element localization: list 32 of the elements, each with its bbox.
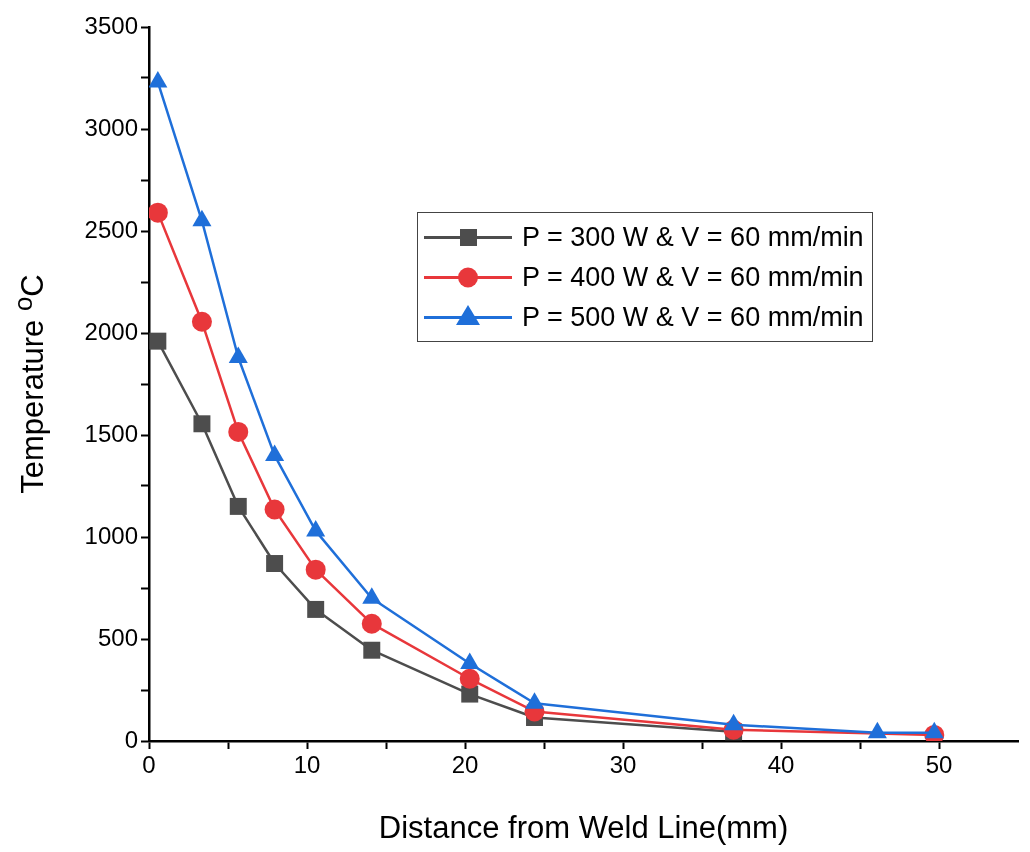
x-tick-label: 50 <box>925 751 953 779</box>
point <box>361 613 382 634</box>
point <box>229 497 247 515</box>
x-tick-label: 10 <box>293 751 321 779</box>
point <box>264 499 285 520</box>
y-tick-label: 0 <box>124 725 138 753</box>
point <box>149 202 168 223</box>
point <box>266 555 284 573</box>
x-tick-label: 20 <box>451 751 479 779</box>
point <box>305 559 326 580</box>
point <box>228 421 249 442</box>
y-tick-label: 1000 <box>84 521 138 549</box>
point <box>193 415 211 433</box>
y-tick-label: 2000 <box>84 317 138 345</box>
x-tick-label: 40 <box>767 751 795 779</box>
point <box>149 332 167 350</box>
y-tick-label: 2500 <box>84 215 138 243</box>
point <box>363 641 381 659</box>
point <box>459 668 480 689</box>
x-axis-title: Distance from Weld Line(mm) <box>378 809 789 845</box>
legend-label: P = 300 W & V = 60 mm/min <box>522 221 864 253</box>
y-tick-label: 3000 <box>84 113 138 141</box>
y-tick-label: 3500 <box>84 11 138 39</box>
y-tick-label: 500 <box>97 623 138 651</box>
point <box>191 311 212 332</box>
legend-label: P = 500 W & V = 60 mm/min <box>522 301 864 333</box>
x-tick-label: 30 <box>609 751 637 779</box>
y-tick-label: 1500 <box>84 419 138 447</box>
point <box>307 600 325 618</box>
legend-label: P = 400 W & V = 60 mm/min <box>522 261 864 293</box>
x-tick-label: 0 <box>142 751 156 779</box>
point <box>461 685 479 703</box>
